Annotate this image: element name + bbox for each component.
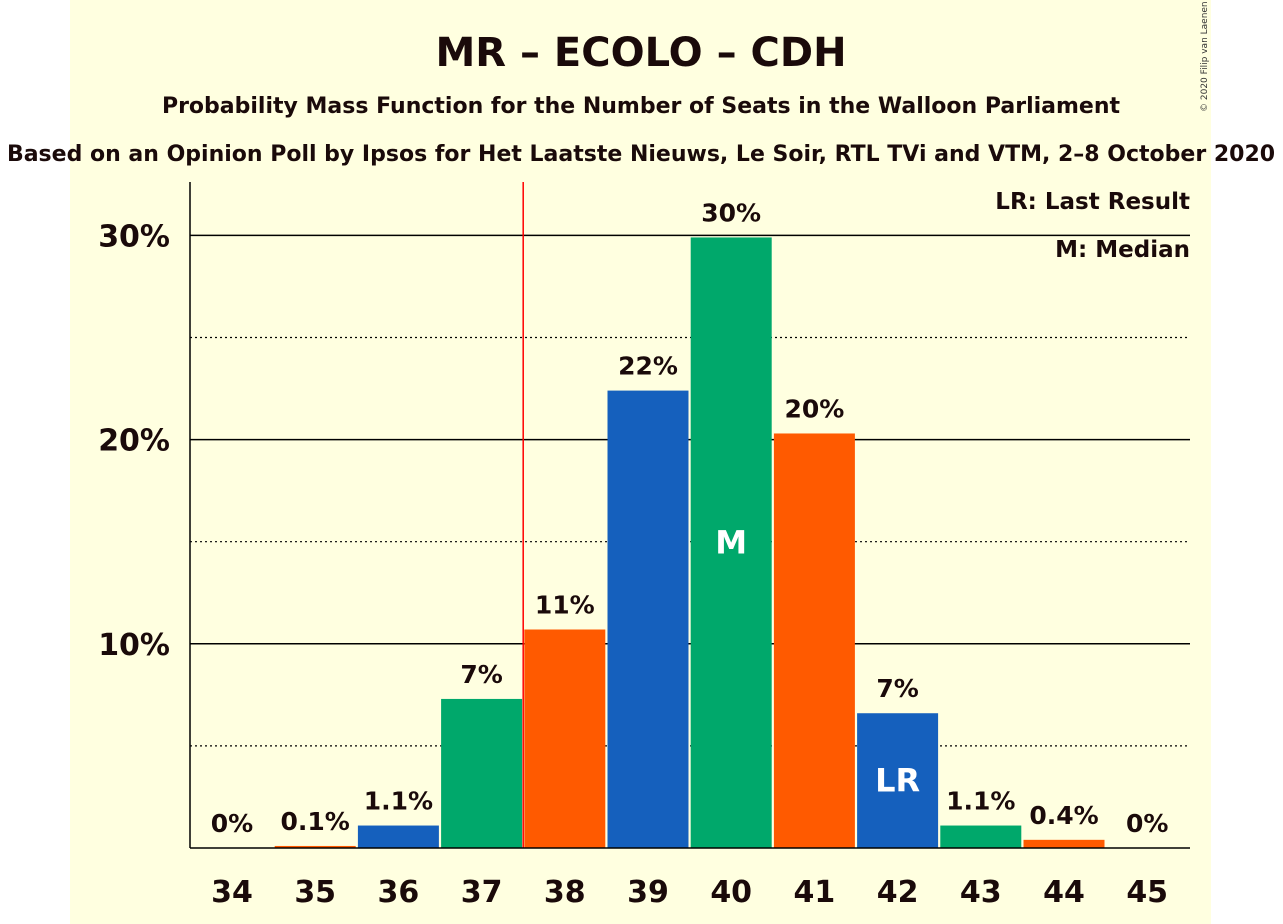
bar-seat-40 [690,237,772,848]
data-label: 1.1% [946,787,1015,816]
bar-seat-38 [524,629,606,848]
chart-title: MR – ECOLO – CDH [435,30,846,76]
data-label: 0% [211,809,253,838]
data-label: 0.4% [1029,801,1098,830]
chart-subtitle-poll: Based on an Opinion Poll by Ipsos for He… [7,142,1275,167]
x-tick-label: 41 [794,875,836,910]
bar-seat-39 [607,390,689,848]
y-axis: 10% 20% 30% [98,182,191,848]
x-tick-label: 43 [960,875,1002,910]
gridlines [190,234,1190,747]
x-tick-label: 36 [378,875,420,910]
bar-seat-41 [773,433,855,848]
median-marker: M [715,524,747,562]
bar-seat-43 [940,825,1022,848]
x-tick-label: 39 [627,875,669,910]
y-tick-label: 10% [98,628,170,663]
x-tick-label: 44 [1043,875,1085,910]
bar-seat-42 [857,713,939,848]
data-label: 0.1% [281,807,350,836]
bar-seat-36 [357,825,439,848]
data-label: 7% [460,660,502,689]
data-label: 20% [784,394,844,423]
data-label: 7% [876,674,918,703]
x-axis: 34 35 36 37 38 39 40 41 42 43 44 45 [190,847,1190,910]
x-tick-label: 40 [710,875,752,910]
data-label: 0% [1126,809,1168,838]
x-tick-label: 45 [1126,875,1168,910]
bars: 0% 0.1% 1.1% 7% 11% 22% 30% M 20% 7% LR 1.1% 0.4% 0% [211,182,1168,848]
x-tick-label: 37 [461,875,503,910]
data-label: 22% [618,352,678,381]
x-tick-label: 34 [211,875,253,910]
chart-subtitle: Probability Mass Function for the Number… [162,94,1121,119]
legend-median: M: Median [1055,237,1190,263]
y-tick-label: 30% [98,219,170,254]
last-result-marker: LR [875,762,920,800]
bar-seat-35 [274,845,356,848]
bar-seat-44 [1023,839,1105,848]
data-label: 1.1% [364,787,433,816]
data-label: 11% [535,591,595,620]
data-label: 30% [701,198,761,227]
y-tick-label: 20% [98,424,170,459]
bar-seat-37 [441,698,523,848]
legend-last-result: LR: Last Result [995,189,1190,215]
copyright-note: © 2020 Filip van Laenen [1200,1,1210,112]
x-tick-label: 35 [294,875,336,910]
x-tick-label: 42 [877,875,919,910]
x-tick-label: 38 [544,875,586,910]
